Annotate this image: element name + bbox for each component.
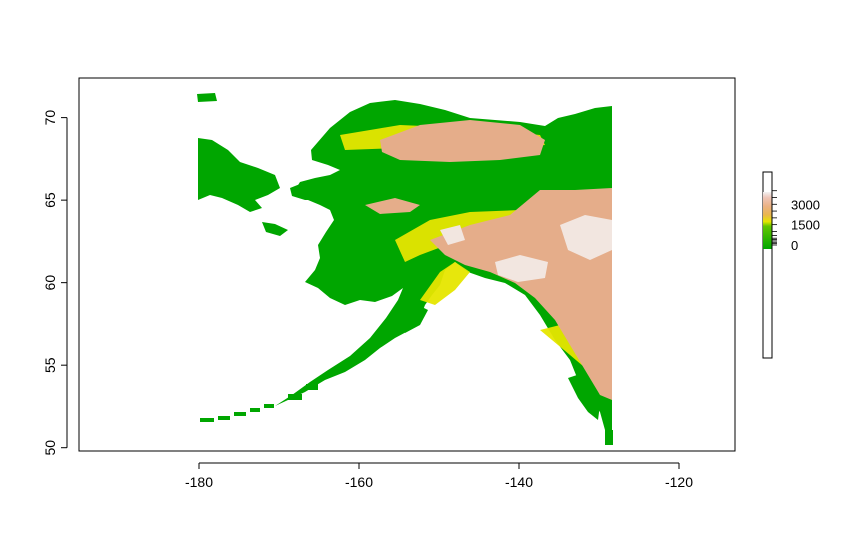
y-axis: 50 55 60 65 70 — [42, 110, 68, 456]
legend-ticks — [772, 190, 777, 246]
y-tick-label: 55 — [42, 357, 58, 373]
x-tick-label: -120 — [665, 474, 693, 490]
y-tick-label: 70 — [42, 110, 58, 126]
raster-layer — [197, 93, 613, 445]
chukotka-landmass — [198, 138, 280, 212]
x-axis: -180 -160 -140 -120 — [185, 462, 693, 490]
elevation-legend: 3000 1500 0 — [762, 171, 820, 359]
plot-frame — [78, 77, 736, 452]
y-tick-label: 65 — [42, 192, 58, 208]
y-tick-label: 60 — [42, 275, 58, 291]
x-tick-label: -140 — [505, 474, 533, 490]
peak-zone — [440, 215, 612, 282]
haida-gwaii — [605, 430, 613, 445]
panhandle-islands — [568, 374, 600, 420]
x-tick-label: -160 — [345, 474, 373, 490]
legend-colorbar — [763, 192, 772, 249]
seward-peninsula — [290, 176, 335, 200]
kodiak-island — [400, 305, 428, 333]
legend-label: 0 — [791, 238, 798, 253]
legend-label: 3000 — [791, 197, 820, 212]
legend-labels: 3000 1500 0 — [791, 197, 820, 253]
x-tick-label: -180 — [185, 474, 213, 490]
legend-label: 1500 — [791, 218, 820, 233]
aleutian-islands — [200, 384, 318, 422]
st-lawrence-island — [262, 222, 288, 236]
legend-box — [762, 171, 773, 359]
y-tick-label: 50 — [42, 440, 58, 456]
wrangel-island — [197, 93, 217, 102]
